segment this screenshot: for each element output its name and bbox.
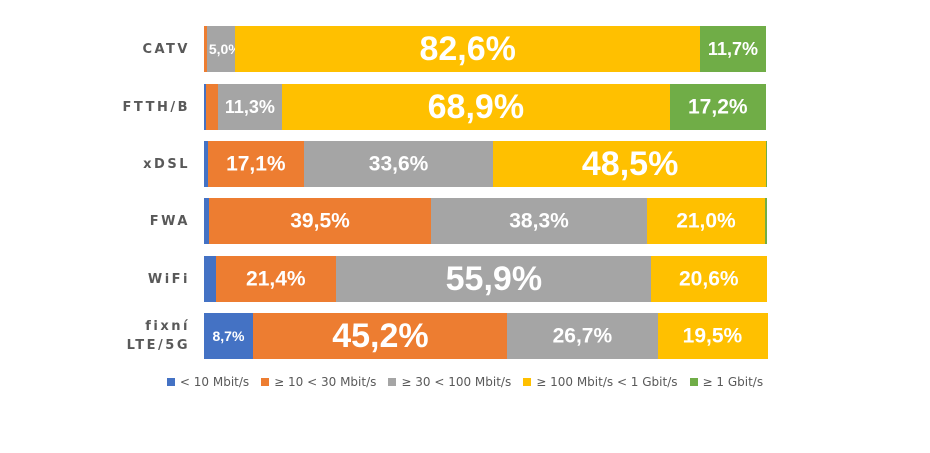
legend-label: ≥ 30 < 100 Mbit/s <box>401 375 512 389</box>
data-label: 21,0% <box>676 209 736 233</box>
bar-row: 17,1% 33,6% 48,5% <box>204 141 767 187</box>
bar-segment: 19,5% <box>657 313 768 359</box>
legend-label: ≥ 100 Mbit/s < 1 Gbit/s <box>536 375 678 389</box>
category-label: WiFi <box>70 270 190 289</box>
bar-segment: 33,6% <box>304 141 494 187</box>
category-label: FTTH/B <box>70 98 190 117</box>
bar-row: 5,0% 82,6% 11,7% <box>204 26 767 72</box>
data-label: 19,5% <box>682 324 743 348</box>
data-label: 11,3% <box>224 97 275 117</box>
legend-swatch <box>388 378 397 386</box>
bar-segment: 17,2% <box>669 84 767 130</box>
bar-segment: 26,7% <box>507 313 658 359</box>
data-label: 20,6% <box>679 267 739 291</box>
bar-segment: 17,1% <box>207 141 305 187</box>
data-label: 17,2% <box>688 95 748 119</box>
bar-segment <box>205 84 219 130</box>
legend-item: < 10 Mbit/s <box>166 375 250 389</box>
data-label: 8,7% <box>212 328 245 344</box>
legend-swatch <box>523 378 532 386</box>
bar-segment: 82,6% <box>234 26 700 72</box>
data-label: 82,6% <box>419 30 516 68</box>
category-label-line: LTE/5G <box>126 338 190 353</box>
data-label: 48,5% <box>581 145 679 183</box>
data-label: 17,1% <box>226 152 286 176</box>
legend-item: ≥ 100 Mbit/s < 1 Gbit/s <box>523 375 678 389</box>
legend-item: ≥ 10 < 30 Mbit/s <box>261 375 376 389</box>
category-label-line: WiFi <box>147 271 190 287</box>
bar-row: 39,5% 38,3% 21,0% <box>204 198 767 244</box>
data-label: 38,3% <box>509 209 569 233</box>
legend-label: ≥ 1 Gbit/s <box>702 375 764 389</box>
category-label: CATV <box>70 40 190 59</box>
legend-item: ≥ 30 < 100 Mbit/s <box>388 375 511 389</box>
category-label-line: CATV <box>142 41 190 57</box>
bar-segment: 11,7% <box>700 26 766 72</box>
bar-row: 21,4% 55,9% 20,6% <box>204 256 767 302</box>
data-label: 26,7% <box>552 324 613 348</box>
bar-segment: 68,9% <box>281 84 670 130</box>
bar-row: 11,3% 68,9% 17,2% <box>204 84 767 130</box>
bar-segment <box>204 256 216 302</box>
data-label: 39,5% <box>290 209 350 233</box>
bar-segment <box>204 84 206 130</box>
category-label-line: FWA <box>149 213 190 229</box>
category-label-line: FTTH/B <box>122 99 190 115</box>
category-label-line: fixní <box>145 319 190 334</box>
legend-item: ≥ 1 Gbit/s <box>689 375 764 389</box>
bar-segment: 38,3% <box>431 198 648 244</box>
category-label: fixní LTE/5G <box>70 317 190 355</box>
bar-segment <box>204 141 208 187</box>
bar-segment: 21,4% <box>215 256 337 302</box>
bar-segment <box>204 198 210 244</box>
data-label: 55,9% <box>445 260 543 298</box>
bar-segment: 21,0% <box>647 198 766 244</box>
bar-segment <box>766 141 767 187</box>
legend: < 10 Mbit/s ≥ 10 < 30 Mbit/s ≥ 30 < 100 Mb… <box>0 372 930 392</box>
legend-swatch <box>261 378 270 386</box>
legend-label: ≥ 10 < 30 Mbit/s <box>274 375 377 389</box>
category-label: xDSL <box>70 155 190 174</box>
bar-segment: 8,7% <box>204 313 253 359</box>
bar-segment <box>204 26 207 72</box>
data-label: 5,0% <box>208 41 241 57</box>
bar-segment: 48,5% <box>493 141 767 187</box>
data-label: 33,6% <box>368 152 429 176</box>
legend-swatch <box>689 378 698 386</box>
legend-label: < 10 Mbit/s <box>179 375 250 389</box>
bar-segment: 20,6% <box>651 256 767 302</box>
data-label: 68,9% <box>427 88 525 126</box>
data-label: 11,7% <box>707 39 758 59</box>
data-label: 21,4% <box>246 267 306 291</box>
bar-segment: 11,3% <box>218 84 282 130</box>
bar-segment <box>765 198 767 244</box>
data-label: 45,2% <box>332 317 429 355</box>
category-label-line: xDSL <box>143 156 190 172</box>
bar-row: 8,7% 45,2% 26,7% 19,5% <box>204 313 768 359</box>
category-label: FWA <box>70 212 190 231</box>
legend-swatch <box>166 378 175 386</box>
bar-segment: 45,2% <box>252 313 508 359</box>
bar-segment: 55,9% <box>336 256 651 302</box>
bar-segment: 39,5% <box>209 198 432 244</box>
bar-segment: 5,0% <box>206 26 241 72</box>
